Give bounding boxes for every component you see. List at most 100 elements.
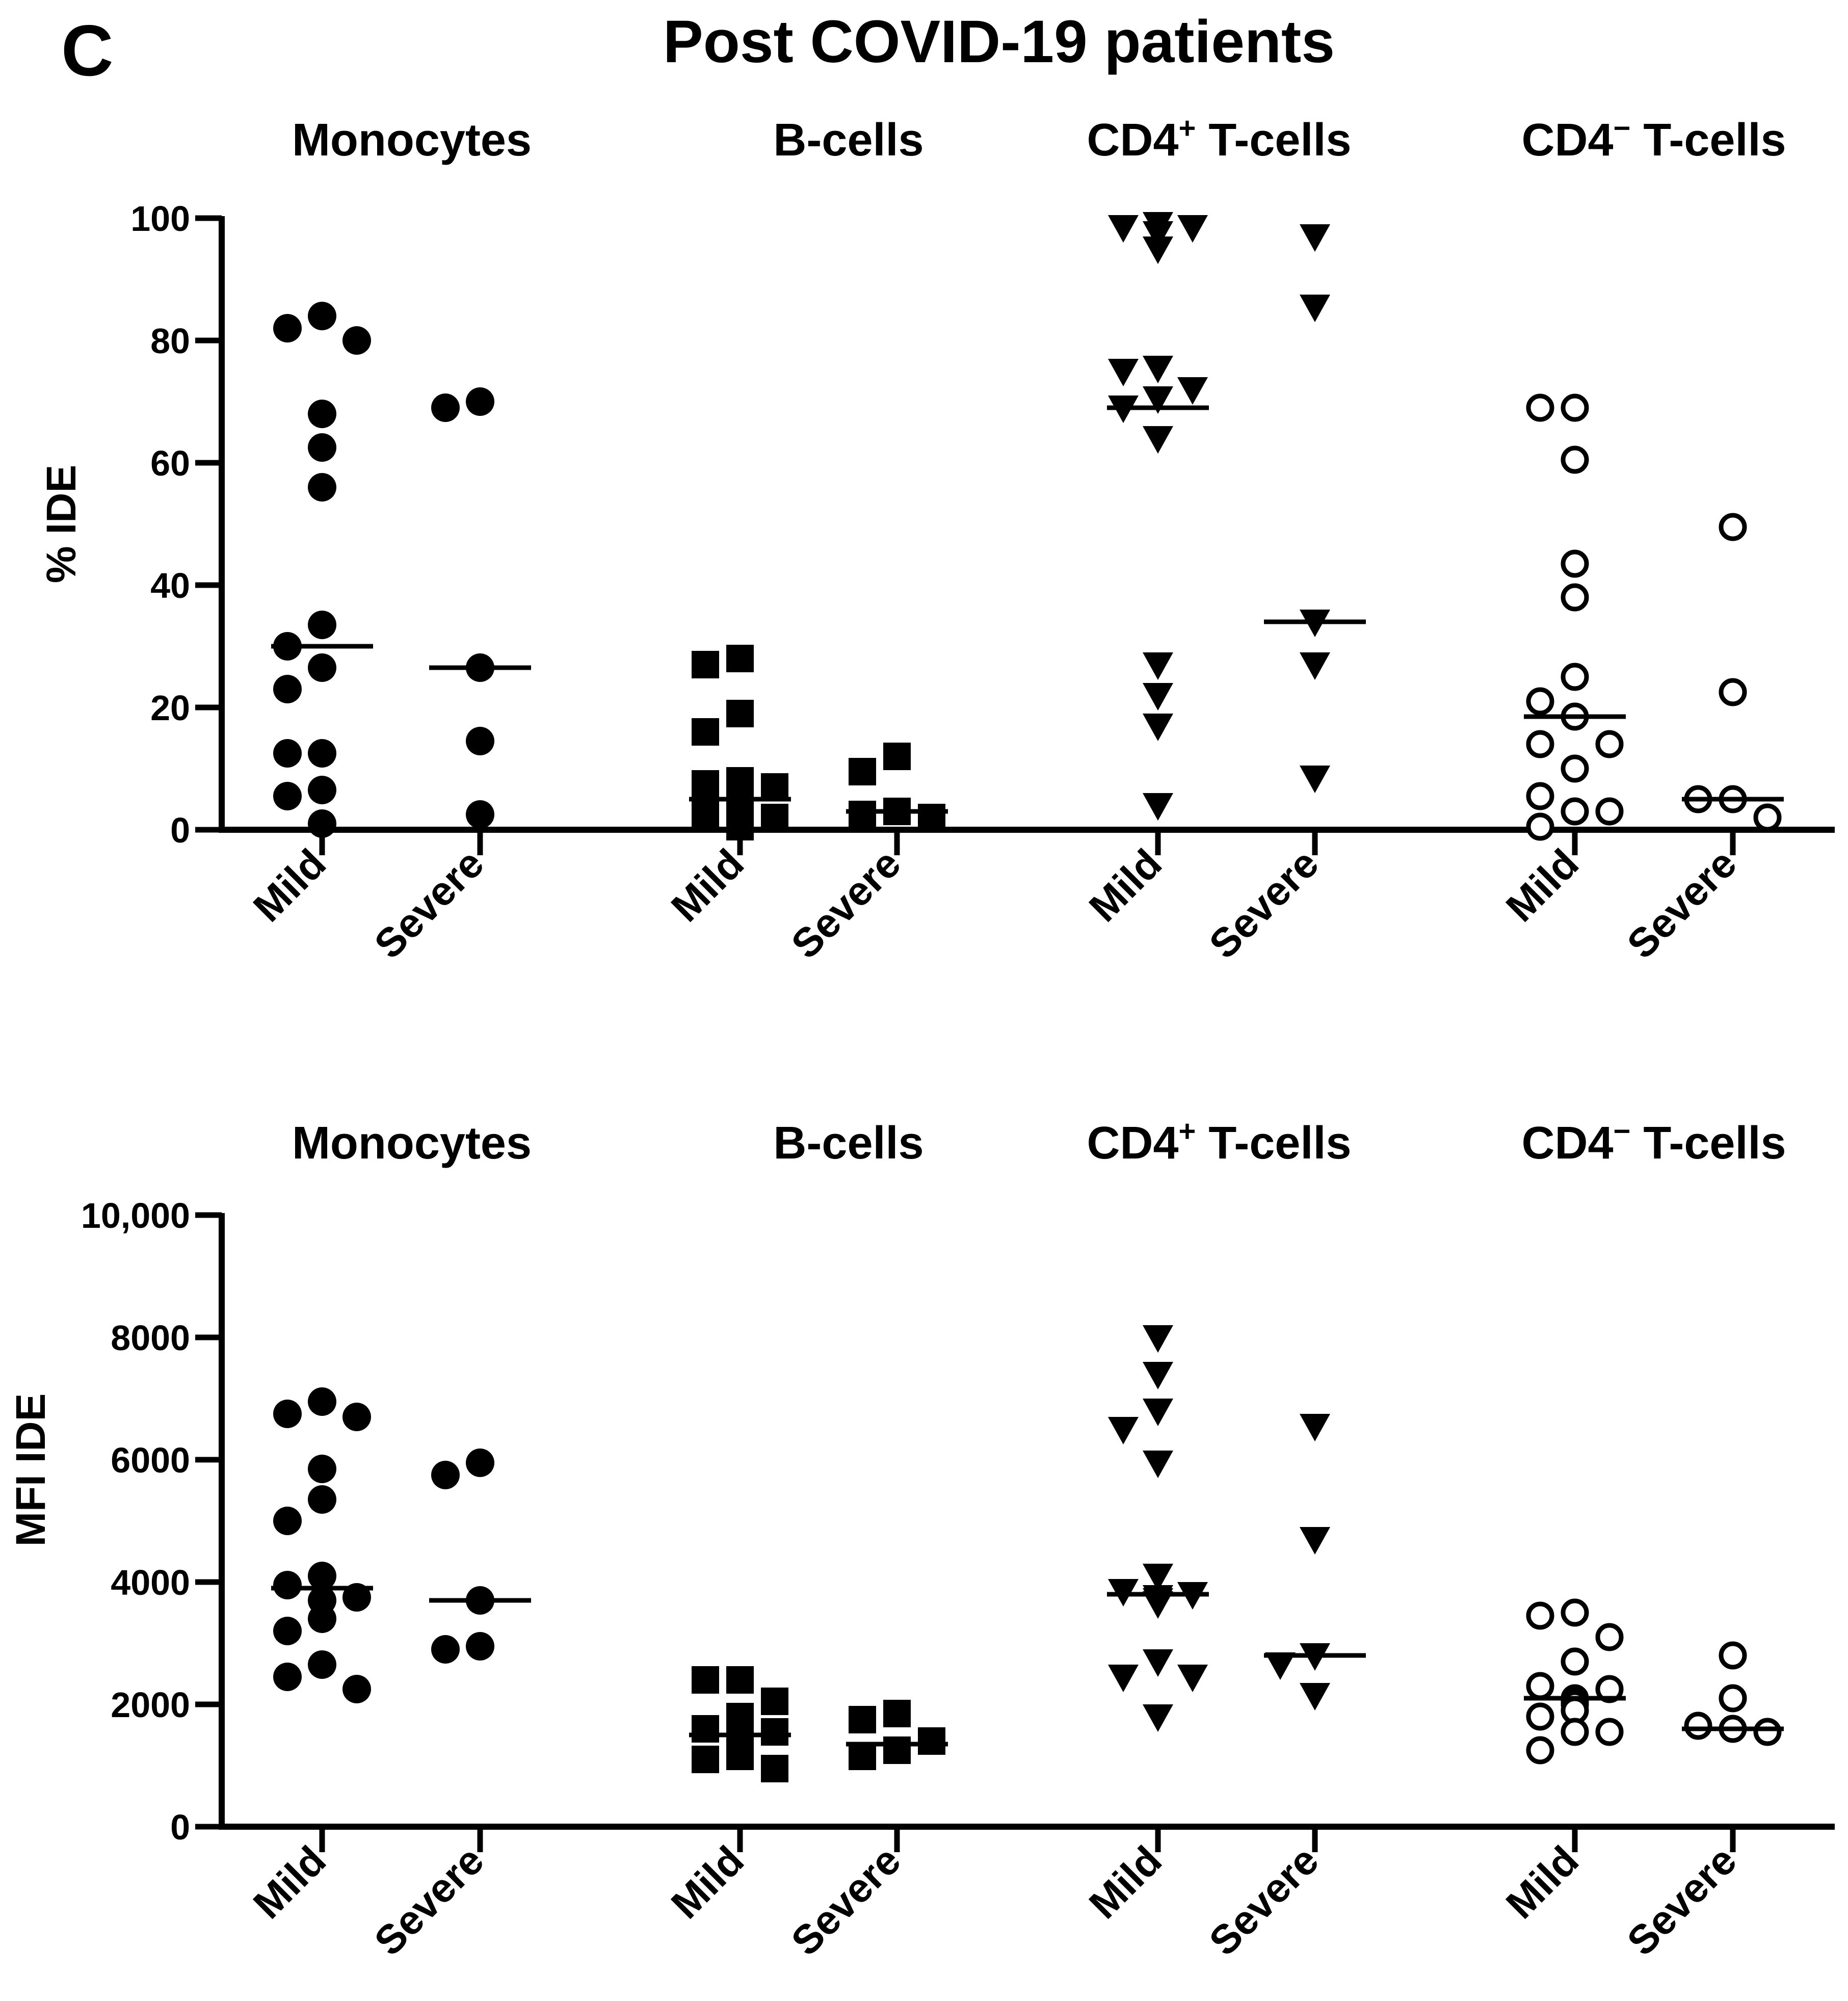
data-point: [1143, 356, 1173, 383]
data-point: [1143, 236, 1173, 264]
data-point: [1300, 1527, 1330, 1555]
data-point: [726, 1666, 754, 1694]
data-point: [1177, 1665, 1208, 1692]
data-point: [1719, 678, 1747, 706]
data-point: [761, 804, 788, 831]
data-point: [308, 1650, 336, 1679]
data-point: [1561, 1598, 1589, 1627]
data-point: [1143, 714, 1173, 741]
data-point: [273, 782, 302, 810]
category-label: Severe: [782, 1837, 909, 1964]
data-point: [1143, 1399, 1173, 1426]
panel-letter: C: [61, 10, 114, 91]
data-point: [466, 727, 494, 755]
data-point: [308, 302, 336, 330]
data-point: [273, 1663, 302, 1691]
data-point: [308, 1604, 336, 1633]
data-point: [726, 700, 754, 727]
data-point: [692, 718, 719, 746]
data-point: [1719, 513, 1747, 541]
data-point: [1719, 1684, 1747, 1713]
data-point: [1300, 1414, 1330, 1441]
data-point: [1526, 730, 1554, 758]
group-title: CD4− T-cells: [1521, 112, 1786, 166]
category-label: Severe: [365, 1837, 492, 1964]
data-point: [1177, 215, 1208, 243]
data-point: [466, 1449, 494, 1477]
data-point: [273, 314, 302, 343]
data-point: [1143, 1591, 1173, 1619]
data-point: [726, 813, 754, 840]
data-point: [308, 1455, 336, 1483]
data-point: [1526, 1736, 1554, 1765]
data-point: [1143, 683, 1173, 710]
data-point: [849, 801, 876, 828]
group-title: Monocytes: [292, 1118, 532, 1169]
data-point: [883, 1700, 911, 1727]
data-point: [1561, 663, 1589, 691]
data-point: [1561, 754, 1589, 783]
data-point: [1526, 687, 1554, 716]
data-point: [1561, 583, 1589, 612]
data-point: [692, 770, 719, 798]
data-point: [342, 1403, 371, 1431]
y-tick-label: 100: [130, 199, 190, 239]
data-point: [273, 1617, 302, 1645]
data-point: [918, 804, 945, 831]
data-point: [308, 611, 336, 639]
data-point: [1108, 215, 1139, 243]
data-point: [692, 1746, 719, 1773]
data-point: [726, 1743, 754, 1770]
data-point: [1526, 812, 1554, 841]
data-point: [761, 1718, 788, 1746]
data-point: [1526, 393, 1554, 422]
data-point: [726, 645, 754, 672]
data-point: [1526, 1672, 1554, 1700]
data-point: [308, 400, 336, 428]
group-title: B-cells: [773, 115, 923, 166]
data-point: [1595, 730, 1624, 758]
data-point: [883, 1736, 911, 1764]
data-point: [431, 393, 460, 422]
data-point: [1300, 652, 1330, 680]
data-point: [1108, 359, 1139, 386]
y-tick-label: 0: [170, 1807, 190, 1847]
data-point: [1561, 1718, 1589, 1746]
data-point: [1143, 1362, 1173, 1389]
data-point: [883, 743, 911, 770]
data-point: [1265, 1652, 1296, 1680]
category-label: Severe: [1618, 1837, 1745, 1964]
figure-title: Post COVID-19 patients: [663, 8, 1335, 75]
group-title: Monocytes: [292, 115, 532, 166]
data-point: [308, 739, 336, 768]
data-point: [308, 653, 336, 682]
data-point: [1143, 1704, 1173, 1732]
data-point: [466, 800, 494, 829]
data-point: [1143, 652, 1173, 680]
data-point: [431, 1635, 460, 1664]
data-point: [1300, 766, 1330, 793]
y-axis-label: % IDE: [38, 465, 85, 583]
group-title: CD4+ T-cells: [1087, 112, 1351, 166]
data-point: [1177, 377, 1208, 405]
category-label: Severe: [365, 840, 492, 967]
data-point: [1143, 212, 1173, 240]
y-tick-label: 4000: [111, 1563, 190, 1602]
data-point: [761, 1688, 788, 1715]
data-point: [849, 1706, 876, 1733]
data-point: [308, 809, 336, 838]
data-point: [692, 1715, 719, 1743]
data-point: [1561, 797, 1589, 826]
data-point: [1561, 1647, 1589, 1676]
category-label: Severe: [1200, 840, 1327, 967]
data-point: [1526, 782, 1554, 810]
data-point: [466, 1632, 494, 1661]
data-point: [1300, 1683, 1330, 1710]
y-tick-label: 40: [150, 566, 190, 605]
data-point: [1143, 1649, 1173, 1677]
data-point: [761, 773, 788, 801]
data-point: [849, 1743, 876, 1770]
data-point: [1300, 295, 1330, 322]
y-tick-label: 6000: [111, 1440, 190, 1480]
data-point: [761, 1755, 788, 1782]
